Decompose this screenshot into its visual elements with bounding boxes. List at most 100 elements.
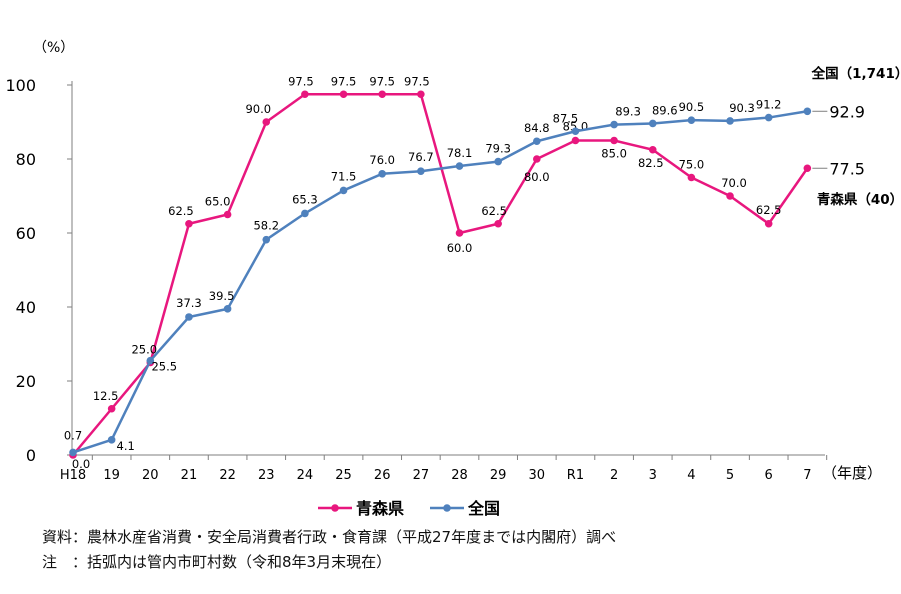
x-tick-label: 28 bbox=[451, 468, 468, 483]
data-point bbox=[223, 210, 232, 219]
data-point bbox=[533, 137, 541, 146]
data-label: 84.8 bbox=[524, 121, 550, 135]
data-point bbox=[494, 157, 502, 166]
data-point bbox=[223, 305, 232, 313]
data-label: 76.0 bbox=[369, 153, 395, 167]
data-label: 60.0 bbox=[447, 241, 473, 255]
data-label: 89.3 bbox=[615, 105, 641, 119]
data-point bbox=[301, 209, 309, 218]
data-point bbox=[339, 90, 348, 99]
data-label: 62.5 bbox=[481, 204, 507, 218]
data-point bbox=[417, 167, 425, 176]
x-tick-label: 2 bbox=[610, 468, 618, 483]
data-point bbox=[764, 219, 773, 228]
data-point bbox=[803, 107, 812, 116]
x-unit-label: （年度） bbox=[822, 464, 882, 482]
data-label: 90.5 bbox=[679, 100, 705, 114]
data-point bbox=[69, 448, 77, 457]
data-point bbox=[417, 90, 425, 99]
data-label: 79.3 bbox=[485, 142, 511, 156]
footnote: 注 ：括弧内は管内市町村数（令和8年3月末現在） bbox=[42, 553, 392, 571]
data-point bbox=[378, 90, 387, 99]
data-label: 70.0 bbox=[721, 176, 747, 190]
legend-swatch-marker bbox=[331, 504, 339, 512]
x-tick-label: 26 bbox=[374, 468, 391, 483]
data-point bbox=[610, 120, 618, 129]
series-end-label: 青森県（40） bbox=[817, 191, 901, 208]
data-point bbox=[533, 155, 541, 163]
data-label: 80.0 bbox=[524, 170, 550, 184]
data-point bbox=[726, 192, 734, 200]
series-line bbox=[72, 93, 809, 456]
y-tick-label: 0 bbox=[26, 446, 36, 465]
x-tick-label: 29 bbox=[490, 468, 507, 483]
y-tick-label: 80 bbox=[16, 150, 36, 169]
data-label: 62.5 bbox=[756, 203, 782, 217]
data-label: 37.3 bbox=[176, 296, 202, 310]
data-label: 25.0 bbox=[131, 343, 157, 357]
x-tick-label: 7 bbox=[803, 468, 811, 483]
legend-swatch-marker bbox=[443, 504, 451, 512]
data-point bbox=[494, 219, 502, 228]
data-point bbox=[610, 136, 618, 145]
data-label: 90.3 bbox=[729, 101, 755, 115]
data-label: 92.9 bbox=[829, 102, 865, 121]
data-label: 78.1 bbox=[447, 146, 473, 160]
x-tick-label: 5 bbox=[726, 468, 734, 483]
data-point bbox=[185, 219, 193, 228]
data-point bbox=[726, 117, 734, 125]
data-label: 12.5 bbox=[93, 389, 119, 403]
y-unit-label: （%） bbox=[33, 40, 74, 56]
x-tick-label: R1 bbox=[567, 468, 584, 483]
data-label: 97.5 bbox=[404, 74, 430, 88]
x-tick-label: 19 bbox=[103, 468, 120, 483]
data-point bbox=[803, 164, 812, 173]
data-point bbox=[571, 127, 580, 136]
data-label: 58.2 bbox=[253, 219, 279, 233]
data-point bbox=[339, 186, 348, 195]
data-label: 0.0 bbox=[72, 457, 90, 471]
data-label: 97.5 bbox=[369, 74, 395, 88]
x-tick-label: 23 bbox=[258, 468, 275, 483]
data-point bbox=[107, 404, 116, 413]
data-label: 89.6 bbox=[652, 103, 678, 117]
data-point bbox=[571, 136, 580, 145]
series-aomori: 0.0 12.5 25.0 62.5 65.0 90.0 97.5 97.5 97.5 97.5 6… bbox=[69, 74, 901, 471]
data-label: 87.5 bbox=[553, 111, 579, 125]
data-point bbox=[262, 235, 271, 244]
data-point bbox=[185, 313, 193, 321]
data-label: 97.5 bbox=[331, 74, 357, 88]
x-tick-label: 6 bbox=[765, 468, 773, 483]
data-point bbox=[648, 119, 657, 128]
data-label: 77.5 bbox=[829, 159, 865, 178]
x-tick-label: 21 bbox=[181, 468, 198, 483]
data-label: 4.1 bbox=[117, 439, 135, 453]
legend-label: 青森県 bbox=[356, 499, 404, 518]
data-point bbox=[262, 118, 271, 126]
x-tick-label: 20 bbox=[142, 468, 159, 483]
data-label: 82.5 bbox=[638, 156, 664, 170]
data-label: 75.0 bbox=[679, 158, 705, 172]
series-layer: 0.0 12.5 25.0 62.5 65.0 90.0 97.5 97.5 97.5 97.5 6… bbox=[64, 65, 901, 471]
data-point bbox=[764, 113, 773, 122]
x-tick-label: 30 bbox=[529, 468, 546, 483]
legend: 青森県 全国 bbox=[318, 499, 500, 518]
data-label: 76.7 bbox=[408, 150, 434, 164]
x-tick-label: 24 bbox=[297, 468, 314, 483]
data-label: 90.0 bbox=[245, 102, 271, 116]
data-point bbox=[648, 145, 657, 154]
series-national: 0.7 4.1 25.5 37.3 39.5 58.2 65.3 71.5 76.0 76.7 78… bbox=[64, 65, 901, 457]
y-tick-label: 100 bbox=[5, 76, 36, 95]
series-end-label: 全国（1,741） bbox=[811, 65, 901, 82]
data-point bbox=[687, 173, 696, 182]
data-label: 71.5 bbox=[331, 169, 357, 183]
x-tick-label: 4 bbox=[687, 468, 695, 483]
y-tick-label: 60 bbox=[16, 224, 36, 243]
data-point bbox=[378, 170, 387, 178]
y-tick-label: 40 bbox=[16, 298, 36, 317]
data-label: 65.0 bbox=[205, 195, 231, 209]
x-tick-label: 27 bbox=[413, 468, 430, 483]
data-label: 91.2 bbox=[756, 98, 782, 112]
data-label: 0.7 bbox=[64, 428, 82, 442]
